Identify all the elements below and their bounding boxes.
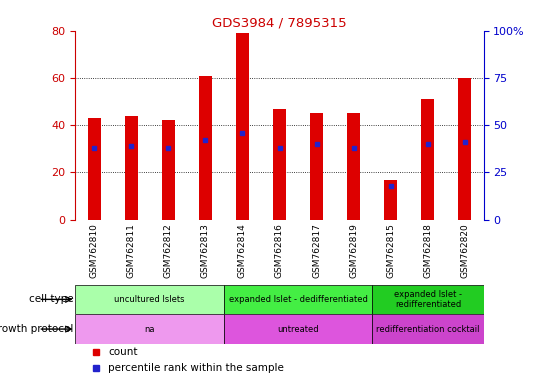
Text: GSM762814: GSM762814 [238,223,247,278]
Bar [224,285,372,314]
Text: GSM762813: GSM762813 [201,223,210,278]
Text: GSM762815: GSM762815 [386,223,395,278]
Text: GSM762812: GSM762812 [164,223,173,278]
Text: GSM762810: GSM762810 [89,223,98,278]
Text: expanded Islet - dedifferentiated: expanded Islet - dedifferentiated [229,295,367,304]
Text: cell type: cell type [29,295,74,305]
Bar [310,113,323,220]
Text: expanded Islet -
redifferentiated: expanded Islet - redifferentiated [394,290,462,309]
Text: uncultured Islets: uncultured Islets [115,295,185,304]
Text: GSM762820: GSM762820 [461,223,470,278]
Text: GSM762817: GSM762817 [312,223,321,278]
Bar [347,113,360,220]
Title: GDS3984 / 7895315: GDS3984 / 7895315 [212,17,347,30]
Bar [125,116,138,220]
Bar [224,314,372,344]
Text: count: count [108,347,138,357]
Text: percentile rank within the sample: percentile rank within the sample [108,363,284,373]
Bar [75,314,224,344]
Text: GSM762816: GSM762816 [275,223,284,278]
Text: redifferentiation cocktail: redifferentiation cocktail [376,324,480,334]
Bar [458,78,471,220]
Bar [273,109,286,220]
Bar [372,285,484,314]
Text: GSM762811: GSM762811 [126,223,136,278]
Bar [236,33,249,220]
Bar [384,180,397,220]
Text: GSM762818: GSM762818 [423,223,433,278]
Bar [75,285,224,314]
Bar [162,121,175,220]
Text: GSM762819: GSM762819 [349,223,358,278]
Bar [372,314,484,344]
Bar [421,99,434,220]
Text: na: na [144,324,155,334]
Text: untreated: untreated [277,324,319,334]
Bar [88,118,101,220]
Bar [199,76,212,220]
Text: growth protocol: growth protocol [0,324,74,334]
